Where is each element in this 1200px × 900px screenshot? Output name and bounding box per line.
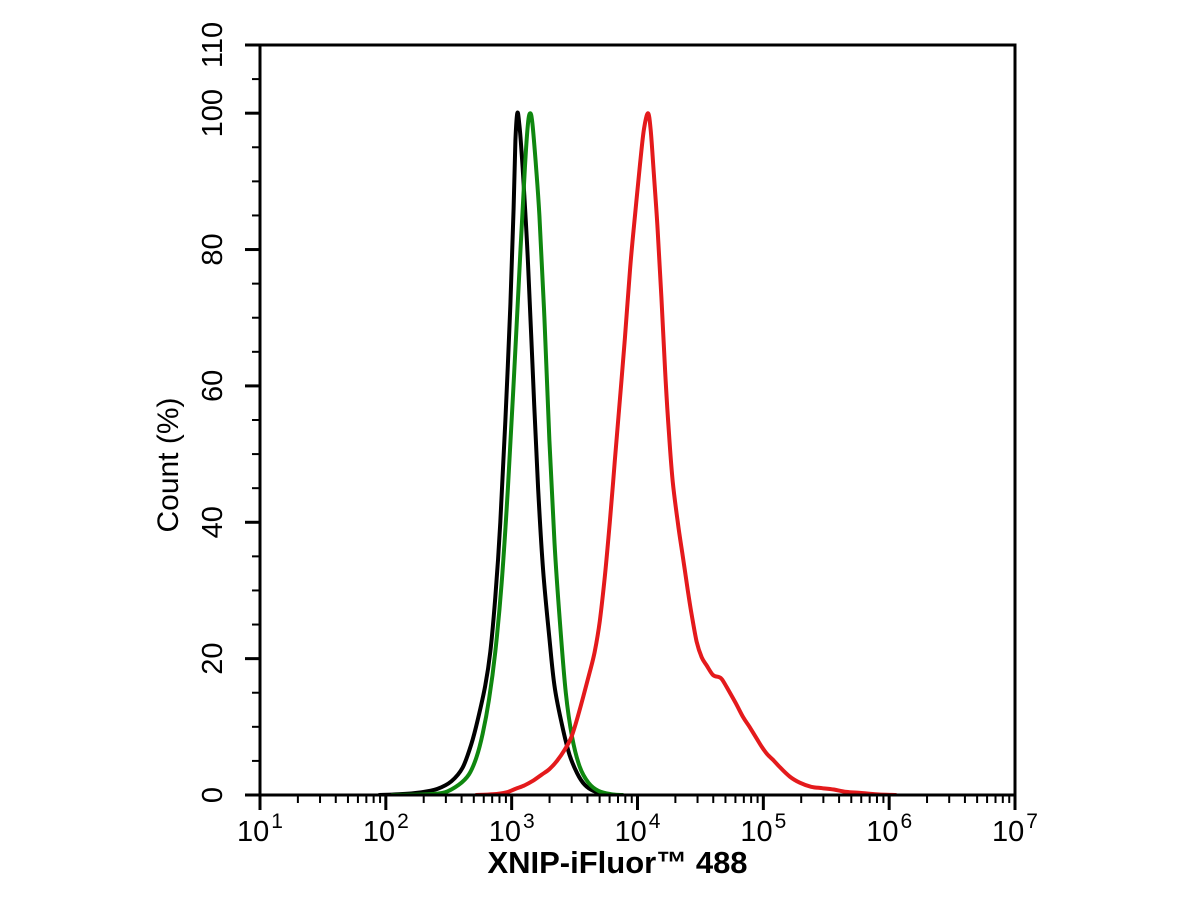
x-tick-label-10e2: 102 <box>363 810 409 848</box>
y-tick-label-100: 100 <box>197 89 229 137</box>
black-curve <box>377 110 620 795</box>
green-curve <box>390 111 625 795</box>
x-axis-title: XNIP-iFluor™ 488 <box>487 845 747 880</box>
x-tick-label-10e6: 106 <box>866 810 912 848</box>
y-tick-label-40: 40 <box>197 506 229 538</box>
y-tick-label-60: 60 <box>197 370 229 402</box>
curves-group <box>377 110 898 795</box>
x-tick-label-10e1: 101 <box>237 810 283 848</box>
x-tick-label-10e7: 107 <box>992 810 1038 848</box>
red-curve <box>474 111 898 795</box>
plot-border <box>258 43 1017 797</box>
y-axis-title: Count (%) <box>152 397 185 532</box>
x-tick-label-10e5: 105 <box>740 810 786 848</box>
y-axis-ticks <box>245 43 260 797</box>
x-axis-ticks <box>258 795 1017 810</box>
x-tick-label-10e3: 103 <box>489 810 535 848</box>
y-tick-label-0: 0 <box>197 787 229 803</box>
y-tick-label-20: 20 <box>197 643 229 675</box>
y-tick-label-80: 80 <box>197 233 229 265</box>
x-tick-label-10e4: 104 <box>615 810 661 848</box>
y-tick-label-110: 110 <box>197 22 229 68</box>
x-axis-tick-labels: 101 102 103 104 105 106 107 <box>237 810 1038 848</box>
y-axis-tick-labels: 0 20 40 60 80 100 110 <box>197 22 229 803</box>
